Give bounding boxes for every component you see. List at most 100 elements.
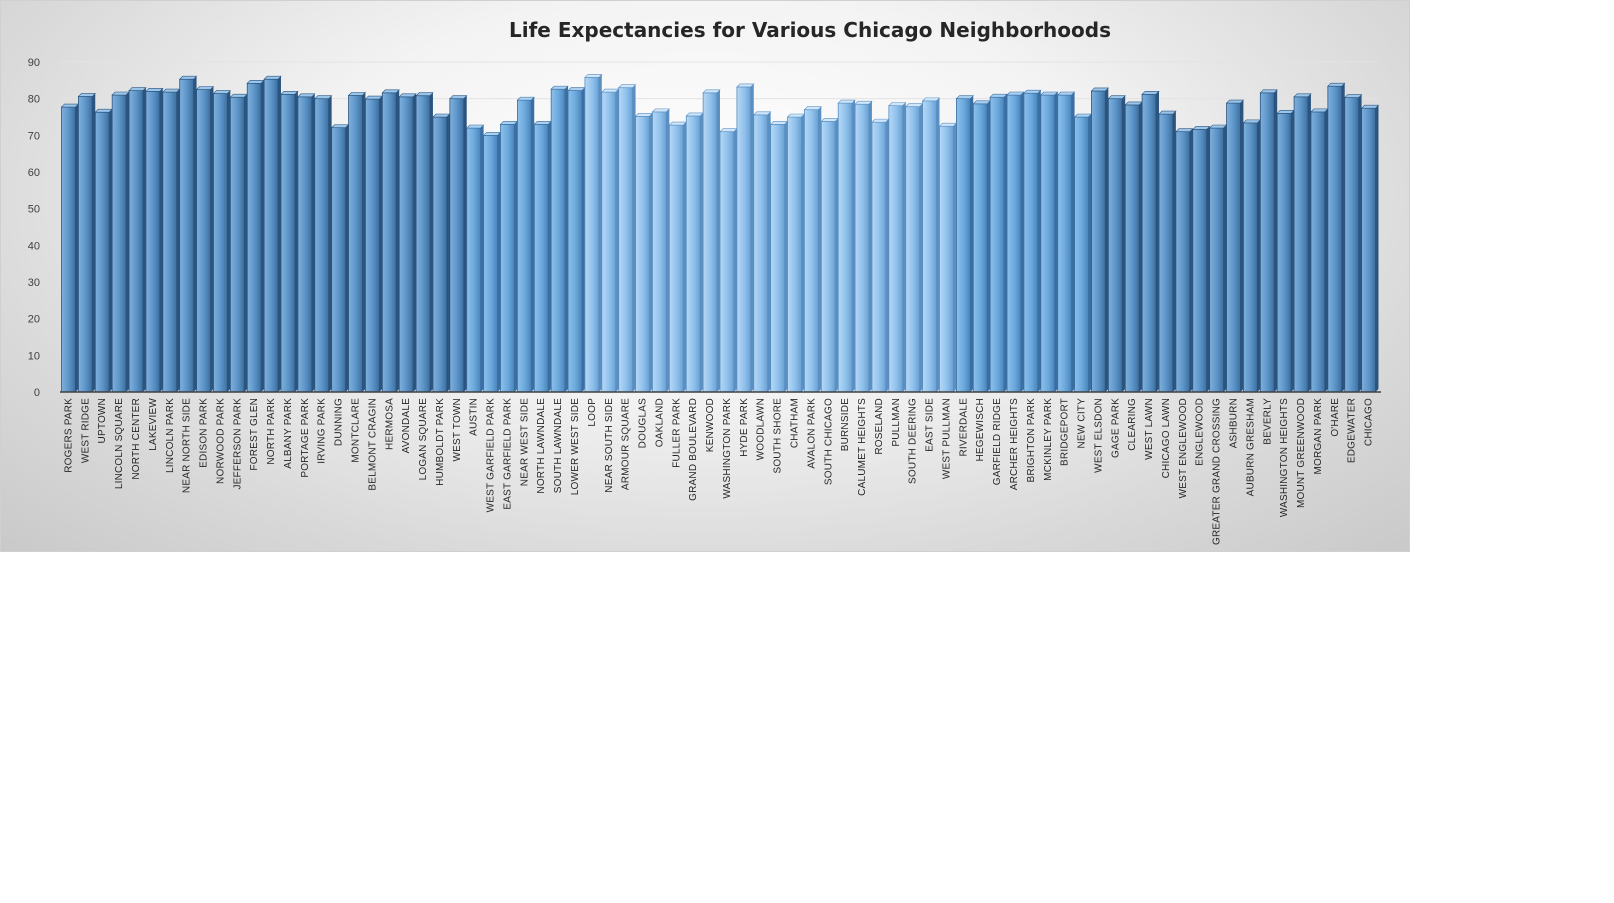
- bar-top: [617, 84, 637, 88]
- bar: [111, 91, 130, 393]
- y-tick-label: 30: [28, 277, 40, 289]
- bar-side: [396, 89, 400, 393]
- x-tick-label: AUBURN GRESHAM: [1245, 398, 1256, 496]
- bar-top: [246, 79, 265, 84]
- bar-side: [126, 92, 130, 392]
- x-tick-label: AVONDALE: [401, 398, 412, 453]
- bar-top: [651, 108, 671, 113]
- bar-face: [263, 78, 279, 393]
- bar-face: [1141, 93, 1157, 393]
- bar-side: [463, 95, 467, 393]
- bar-top: [347, 92, 367, 96]
- x-tick-label: EDISON PARK: [199, 398, 210, 468]
- bar-side: [159, 88, 163, 392]
- bar-side: [818, 106, 822, 393]
- bar-top: [955, 95, 974, 99]
- bar: [938, 122, 958, 393]
- bar-side: [362, 92, 366, 392]
- bar-top: [584, 74, 603, 78]
- bar-top: [634, 112, 654, 117]
- bar-face: [550, 88, 566, 393]
- bar-top: [854, 100, 873, 105]
- x-tick-label: BURNSIDE: [840, 398, 851, 451]
- y-tick-label: 40: [28, 240, 40, 252]
- bar: [888, 102, 907, 393]
- bar-side: [750, 83, 754, 392]
- x-tick-label: JEFFERSON PARK: [232, 398, 243, 490]
- bar-face: [365, 98, 380, 393]
- bar-top: [972, 100, 991, 105]
- bar: [1192, 126, 1211, 393]
- y-tick-label: 10: [28, 350, 40, 362]
- bar-side: [936, 97, 940, 392]
- bar-top: [938, 122, 958, 127]
- bar-face: [1023, 92, 1039, 393]
- bar-side: [649, 113, 653, 393]
- bar-side: [514, 121, 518, 392]
- bar-side: [953, 123, 957, 393]
- bar-face: [1310, 111, 1326, 393]
- bar: [178, 75, 198, 393]
- x-tick-label: O'HARE: [1330, 398, 1341, 437]
- bar-side: [1324, 108, 1328, 392]
- bar-face: [972, 103, 988, 393]
- bar-top: [195, 86, 215, 90]
- x-tick-label: WEST GARFIELD PARK: [486, 398, 497, 512]
- bar-side: [1189, 128, 1193, 392]
- x-tick-label: PULLMAN: [891, 398, 902, 447]
- bar-face: [820, 121, 836, 393]
- x-tick-label: ARCHER HEIGHTS: [1009, 398, 1020, 490]
- bar-top: [905, 103, 924, 108]
- x-tick-label: LOWER WEST SIDE: [570, 398, 581, 495]
- bar-side: [852, 100, 856, 393]
- bar-top: [1023, 89, 1042, 94]
- bar-face: [432, 116, 448, 393]
- bar: [1276, 110, 1295, 393]
- bar-face: [1057, 94, 1072, 393]
- bar-face: [854, 103, 870, 393]
- x-tick-label: MOUNT GREENWOOD: [1296, 398, 1307, 508]
- bar-face: [483, 134, 498, 393]
- x-tick-label: BRIDGEPORT: [1060, 398, 1071, 466]
- bar-side: [1037, 90, 1041, 393]
- bar: [195, 86, 215, 393]
- bar-face: [533, 123, 549, 393]
- bar: [60, 103, 80, 393]
- bar-side: [987, 100, 991, 393]
- x-tick-label: WEST PULLMAN: [941, 398, 952, 479]
- bar: [1040, 91, 1059, 393]
- x-tick-label: OAKLAND: [654, 398, 665, 447]
- bar-side: [92, 93, 96, 392]
- bar-side: [210, 86, 214, 392]
- bar: [702, 89, 721, 393]
- bar-top: [820, 118, 839, 122]
- bar-face: [804, 109, 819, 393]
- bar: [1259, 89, 1278, 393]
- bar-side: [1307, 93, 1311, 392]
- x-tick-label: HUMBOLDT PARK: [435, 398, 446, 486]
- x-tick-label: NORTH LAWNDALE: [536, 398, 547, 494]
- bar-top: [94, 108, 113, 113]
- x-tick-label: FOREST GLEN: [249, 398, 260, 471]
- bar-face: [246, 82, 262, 393]
- bar-top: [1344, 94, 1363, 98]
- bar-side: [902, 102, 906, 392]
- bar-side: [970, 95, 974, 393]
- bar-top: [550, 85, 569, 90]
- bar: [432, 113, 451, 393]
- x-tick-label: FULLER PARK: [671, 398, 682, 468]
- bar-face: [297, 96, 313, 393]
- bar-top: [1208, 124, 1228, 129]
- bar-face: [500, 123, 515, 393]
- x-tick-label: GRAND BOULEVARD: [688, 398, 699, 501]
- bar: [736, 83, 755, 393]
- bar-side: [1172, 111, 1176, 393]
- bar: [719, 128, 738, 393]
- bar: [617, 84, 637, 393]
- bar-top: [1124, 101, 1143, 106]
- bar-side: [1004, 94, 1008, 392]
- bar: [905, 103, 924, 393]
- x-tick-label: LOGAN SQUARE: [418, 398, 429, 481]
- x-tick-label: CHICAGO LAWN: [1161, 398, 1172, 478]
- bar-face: [652, 111, 667, 393]
